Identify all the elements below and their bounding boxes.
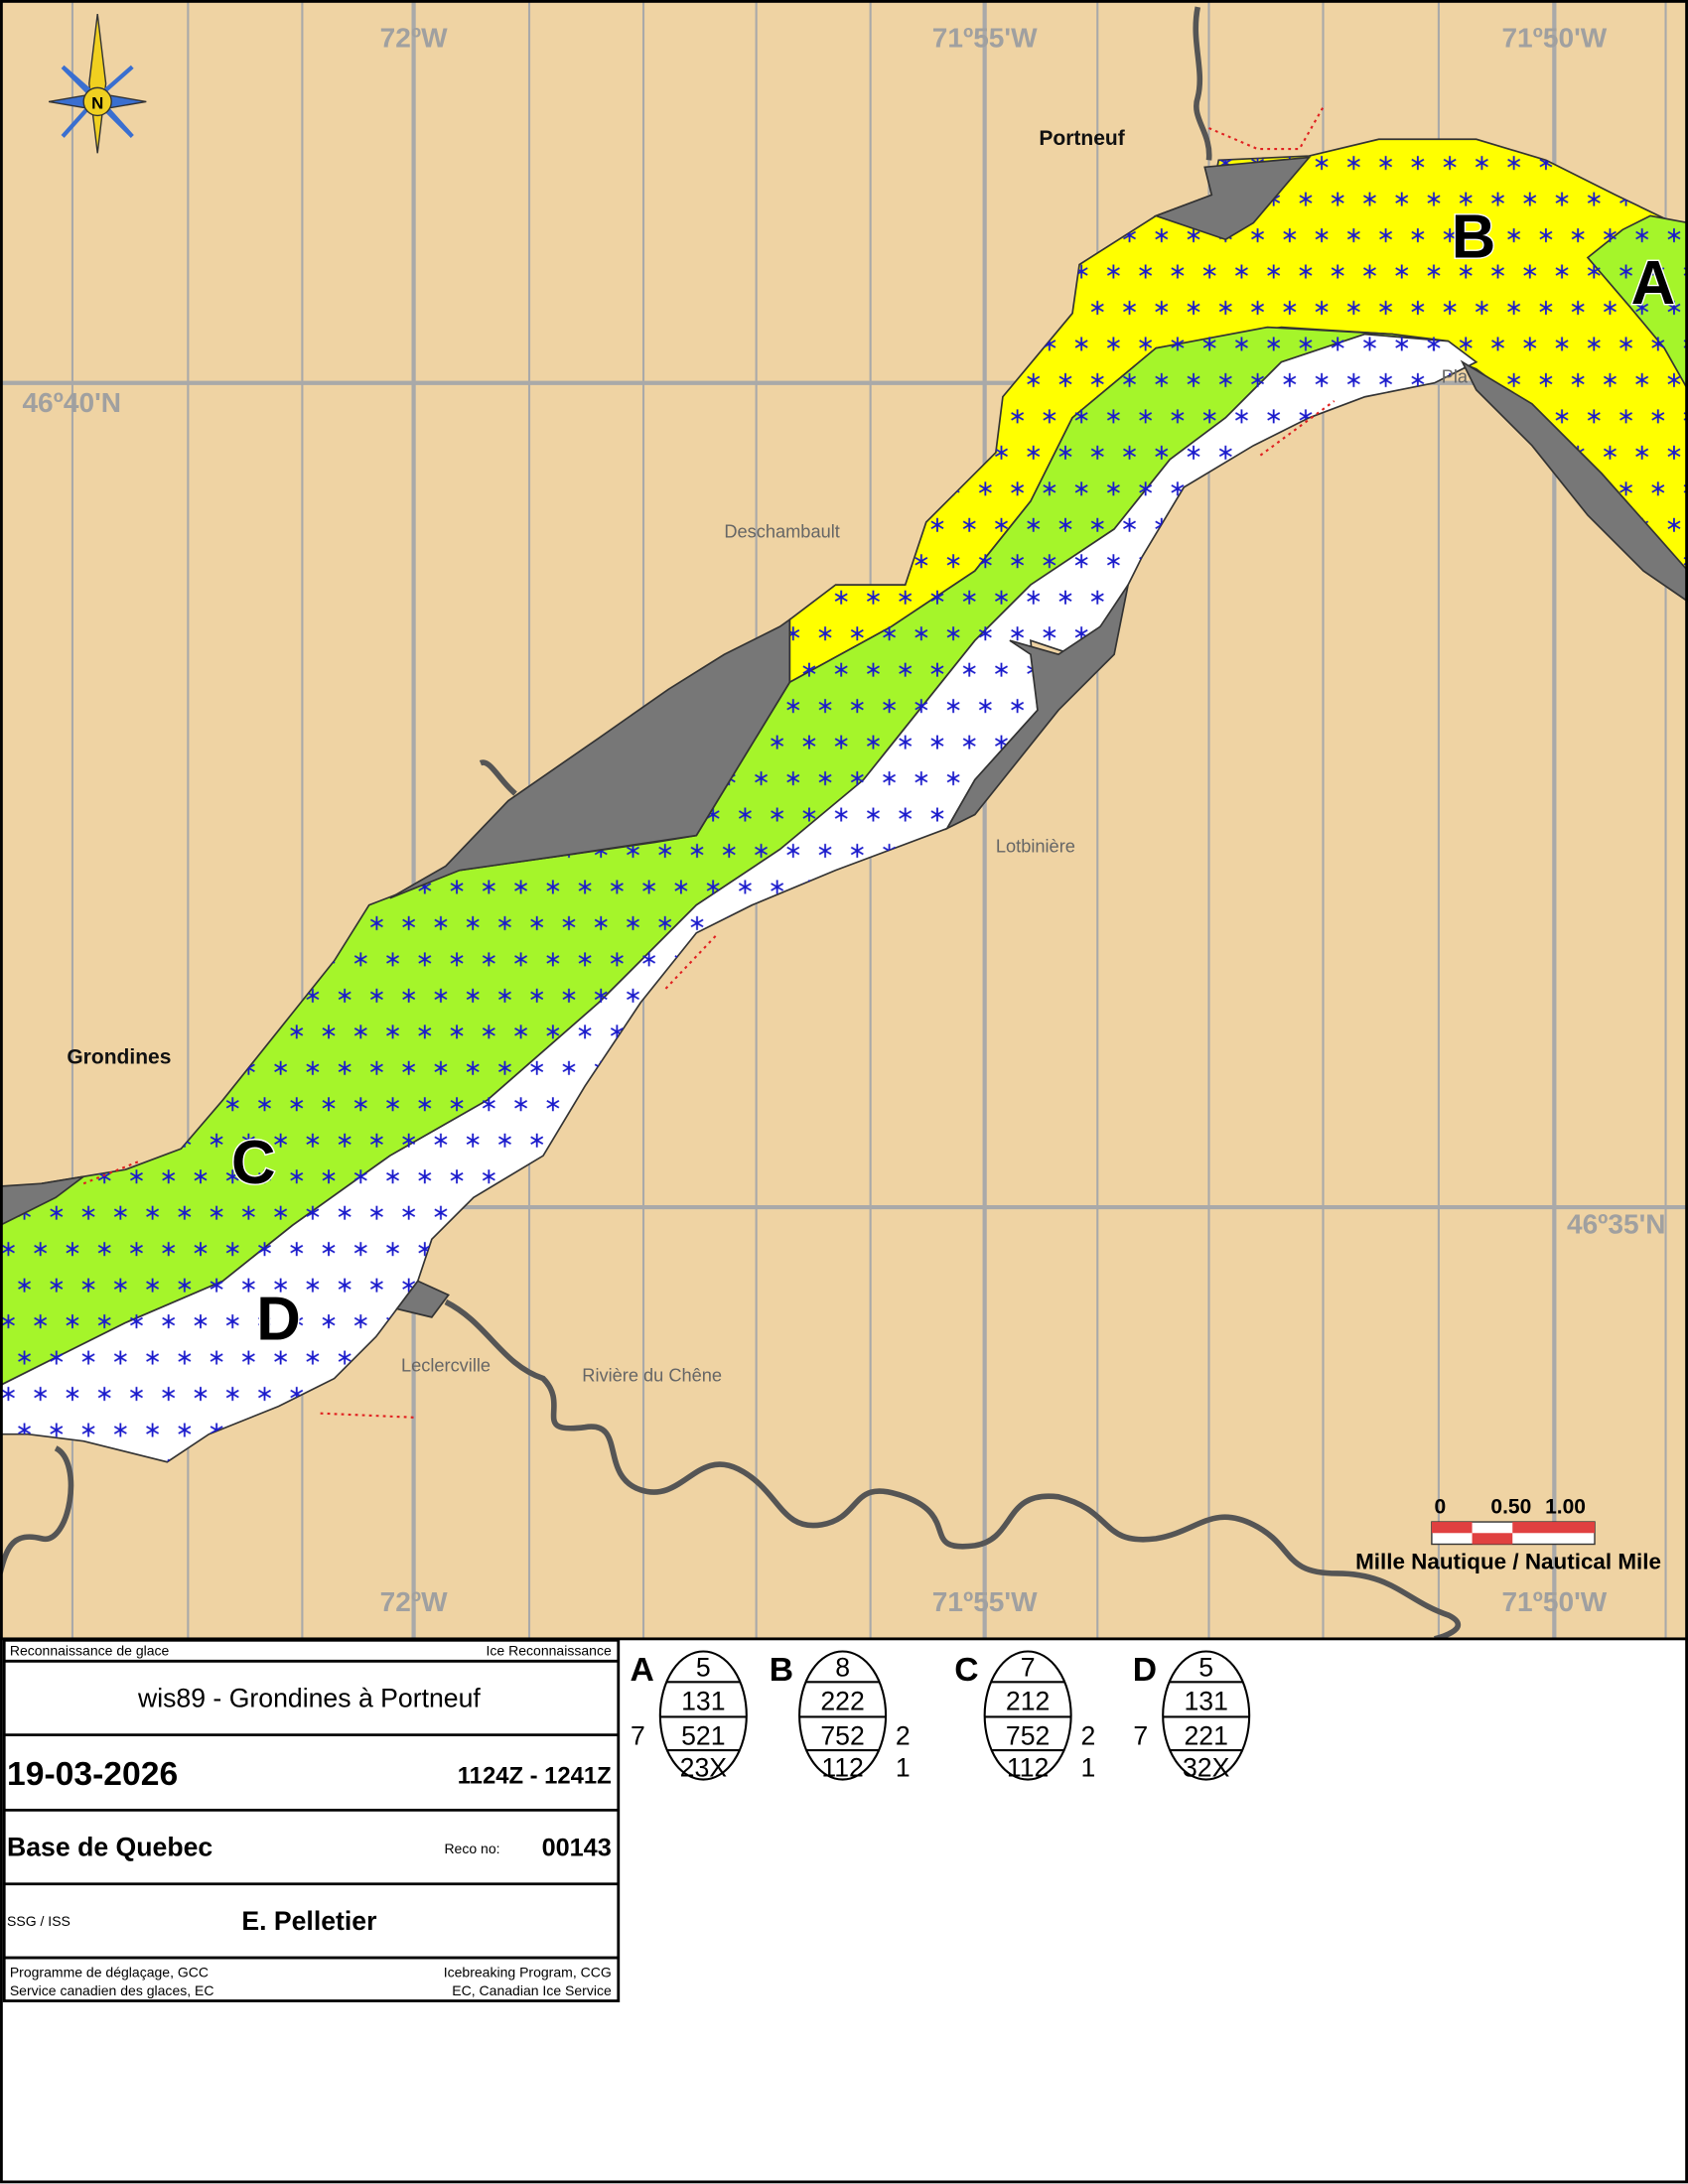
egg-value: 131 (681, 1686, 725, 1715)
reco-label: Reco no: (444, 1841, 499, 1856)
egg-value: 752 (1006, 1720, 1050, 1750)
egg-value: 7 (1021, 1653, 1036, 1683)
egg-value: 222 (820, 1686, 864, 1715)
base: Base de Quebec (7, 1833, 212, 1862)
egg-side: 2 (896, 1720, 911, 1750)
rivers (0, 6, 1462, 1642)
egg-label: D (1133, 1652, 1157, 1689)
shoals (0, 156, 1688, 1318)
egg-oval (658, 1650, 748, 1781)
egg-oval (983, 1650, 1072, 1781)
meridian-label: 71º50'W (1501, 23, 1607, 54)
egg-label: C (954, 1652, 978, 1689)
egg-value: 112 (1007, 1753, 1049, 1783)
compass-label: N (91, 93, 103, 112)
footer-text: Service canadien des glaces, EC (10, 1982, 214, 1998)
scale-tick: 0.50 (1490, 1496, 1531, 1519)
place-label: Leclercville (401, 1355, 491, 1376)
graticule (0, 0, 1688, 1639)
meridian-label: 72ºW (380, 1586, 448, 1617)
meridian-label: 71º55'W (932, 23, 1038, 54)
zone-label: C (231, 1129, 276, 1197)
egg-value: 752 (820, 1720, 864, 1750)
egg-value: 8 (835, 1653, 850, 1683)
zone-label: B (1452, 203, 1496, 271)
footer-text: Programme de déglaçage, GCC (10, 1965, 209, 1980)
zone-label: A (1631, 249, 1676, 318)
egg-side: 7 (631, 1720, 645, 1750)
observer: E. Pelletier (241, 1906, 376, 1936)
place-label: Lotbinière (996, 835, 1075, 856)
egg-value: 32X (1183, 1753, 1230, 1783)
time: 1124Z - 1241Z (458, 1763, 612, 1790)
footer-text: Icebreaking Program, CCG (444, 1965, 612, 1980)
footer-text: EC, Canadian Ice Service (452, 1982, 612, 1998)
scale-tick: 0 (1434, 1496, 1446, 1519)
agency: SSG / ISS (7, 1913, 70, 1929)
header-text: Reconnaissance de glace (10, 1643, 170, 1659)
scale-bar: 0 0.50 1.00 Mille Nautique / Nautical Mi… (1355, 1496, 1661, 1574)
reco-no: 00143 (542, 1835, 612, 1862)
meridian-label: 71º50'W (1501, 1586, 1607, 1617)
meridian-label: 72ºW (380, 23, 448, 54)
place-label: Deschambault (724, 520, 839, 541)
title: wis89 - Grondines à Portneuf (137, 1684, 481, 1713)
egg-value: 131 (1184, 1686, 1227, 1715)
compass: N (48, 13, 147, 154)
egg-value: 521 (681, 1720, 725, 1750)
tracks (82, 106, 1336, 1419)
egg-value: 23X (680, 1753, 728, 1783)
egg-label: B (770, 1652, 793, 1689)
place-label: Grondines (67, 1046, 171, 1069)
egg-side: 7 (1133, 1720, 1148, 1750)
egg-label: A (630, 1652, 653, 1689)
ice-zones (0, 138, 1688, 1463)
egg-side: 1 (1080, 1753, 1095, 1783)
parallel-label: 46º35'N (1567, 1209, 1666, 1240)
zone-label: D (256, 1285, 301, 1353)
egg-side: 1 (896, 1753, 911, 1783)
egg-side: 2 (1080, 1720, 1095, 1750)
egg-value: 221 (1184, 1720, 1227, 1750)
scale-tick: 1.00 (1545, 1496, 1586, 1519)
egg-oval (798, 1650, 888, 1781)
place-label: Portneuf (1039, 127, 1125, 150)
egg-value: 112 (821, 1753, 863, 1783)
meridian-label: 71º55'W (932, 1586, 1038, 1617)
egg-oval (1162, 1650, 1251, 1781)
date: 19-03-2026 (7, 1756, 178, 1793)
egg-value: 5 (1198, 1653, 1213, 1683)
place-label: Rivière du Chêne (582, 1364, 722, 1385)
egg-value: 5 (696, 1653, 711, 1683)
scale-caption: Mille Nautique / Nautical Mile (1355, 1550, 1661, 1574)
place-label: Pla (1442, 366, 1469, 387)
egg-value: 212 (1006, 1686, 1050, 1715)
parallel-label: 46º40'N (22, 387, 121, 418)
header-text: Ice Reconnaissance (487, 1643, 612, 1659)
